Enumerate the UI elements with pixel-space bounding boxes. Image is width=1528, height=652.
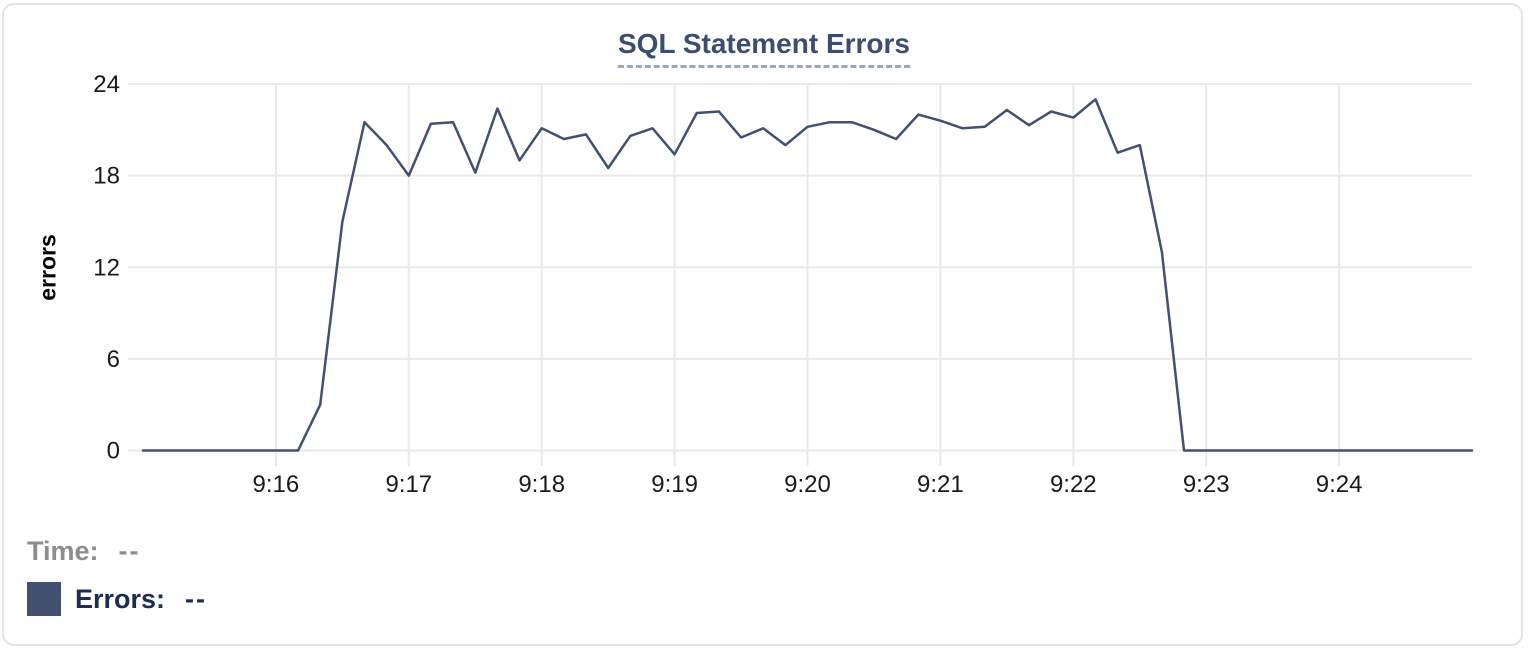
- y-tick-label: 24: [93, 71, 120, 98]
- y-axis-title: errors: [34, 233, 61, 301]
- legend-errors-row: Errors: --: [27, 582, 207, 616]
- errors-line-chart[interactable]: 0 6 12 18 24 9:16 9:17 9:18 9:19 9:20 9:21 9:22 9:23…: [0, 0, 1528, 512]
- chart-card: [2, 3, 1523, 646]
- y-tick-label: 12: [93, 254, 120, 281]
- chart-title-row: SQL Statement Errors: [0, 28, 1528, 68]
- legend-time-value: --: [118, 536, 141, 566]
- x-tick-label: 9:24: [1316, 471, 1363, 498]
- x-tick-label: 9:22: [1050, 471, 1097, 498]
- y-axis-title-wrap: errors: [26, 0, 70, 534]
- errors-series-swatch: [27, 582, 61, 616]
- y-tick-label: 0: [107, 438, 120, 465]
- x-tick-label: 9:16: [253, 471, 300, 498]
- errors-series-line: [141, 98, 1474, 452]
- y-tick-label: 18: [93, 163, 120, 190]
- legend-time-label: Time:: [27, 536, 99, 566]
- x-tick-label: 9:18: [518, 471, 565, 498]
- x-tick-label: 9:21: [917, 471, 964, 498]
- x-tick-label: 9:20: [784, 471, 831, 498]
- legend-time-row: Time: --: [27, 536, 141, 567]
- x-tick-label: 9:19: [651, 471, 698, 498]
- legend-errors-label: Errors:: [75, 583, 166, 614]
- legend-errors-value: --: [185, 583, 208, 614]
- chart-title[interactable]: SQL Statement Errors: [617, 28, 911, 68]
- x-tick-label: 9:23: [1183, 471, 1230, 498]
- x-tick-label: 9:17: [385, 471, 432, 498]
- y-tick-label: 6: [107, 346, 120, 373]
